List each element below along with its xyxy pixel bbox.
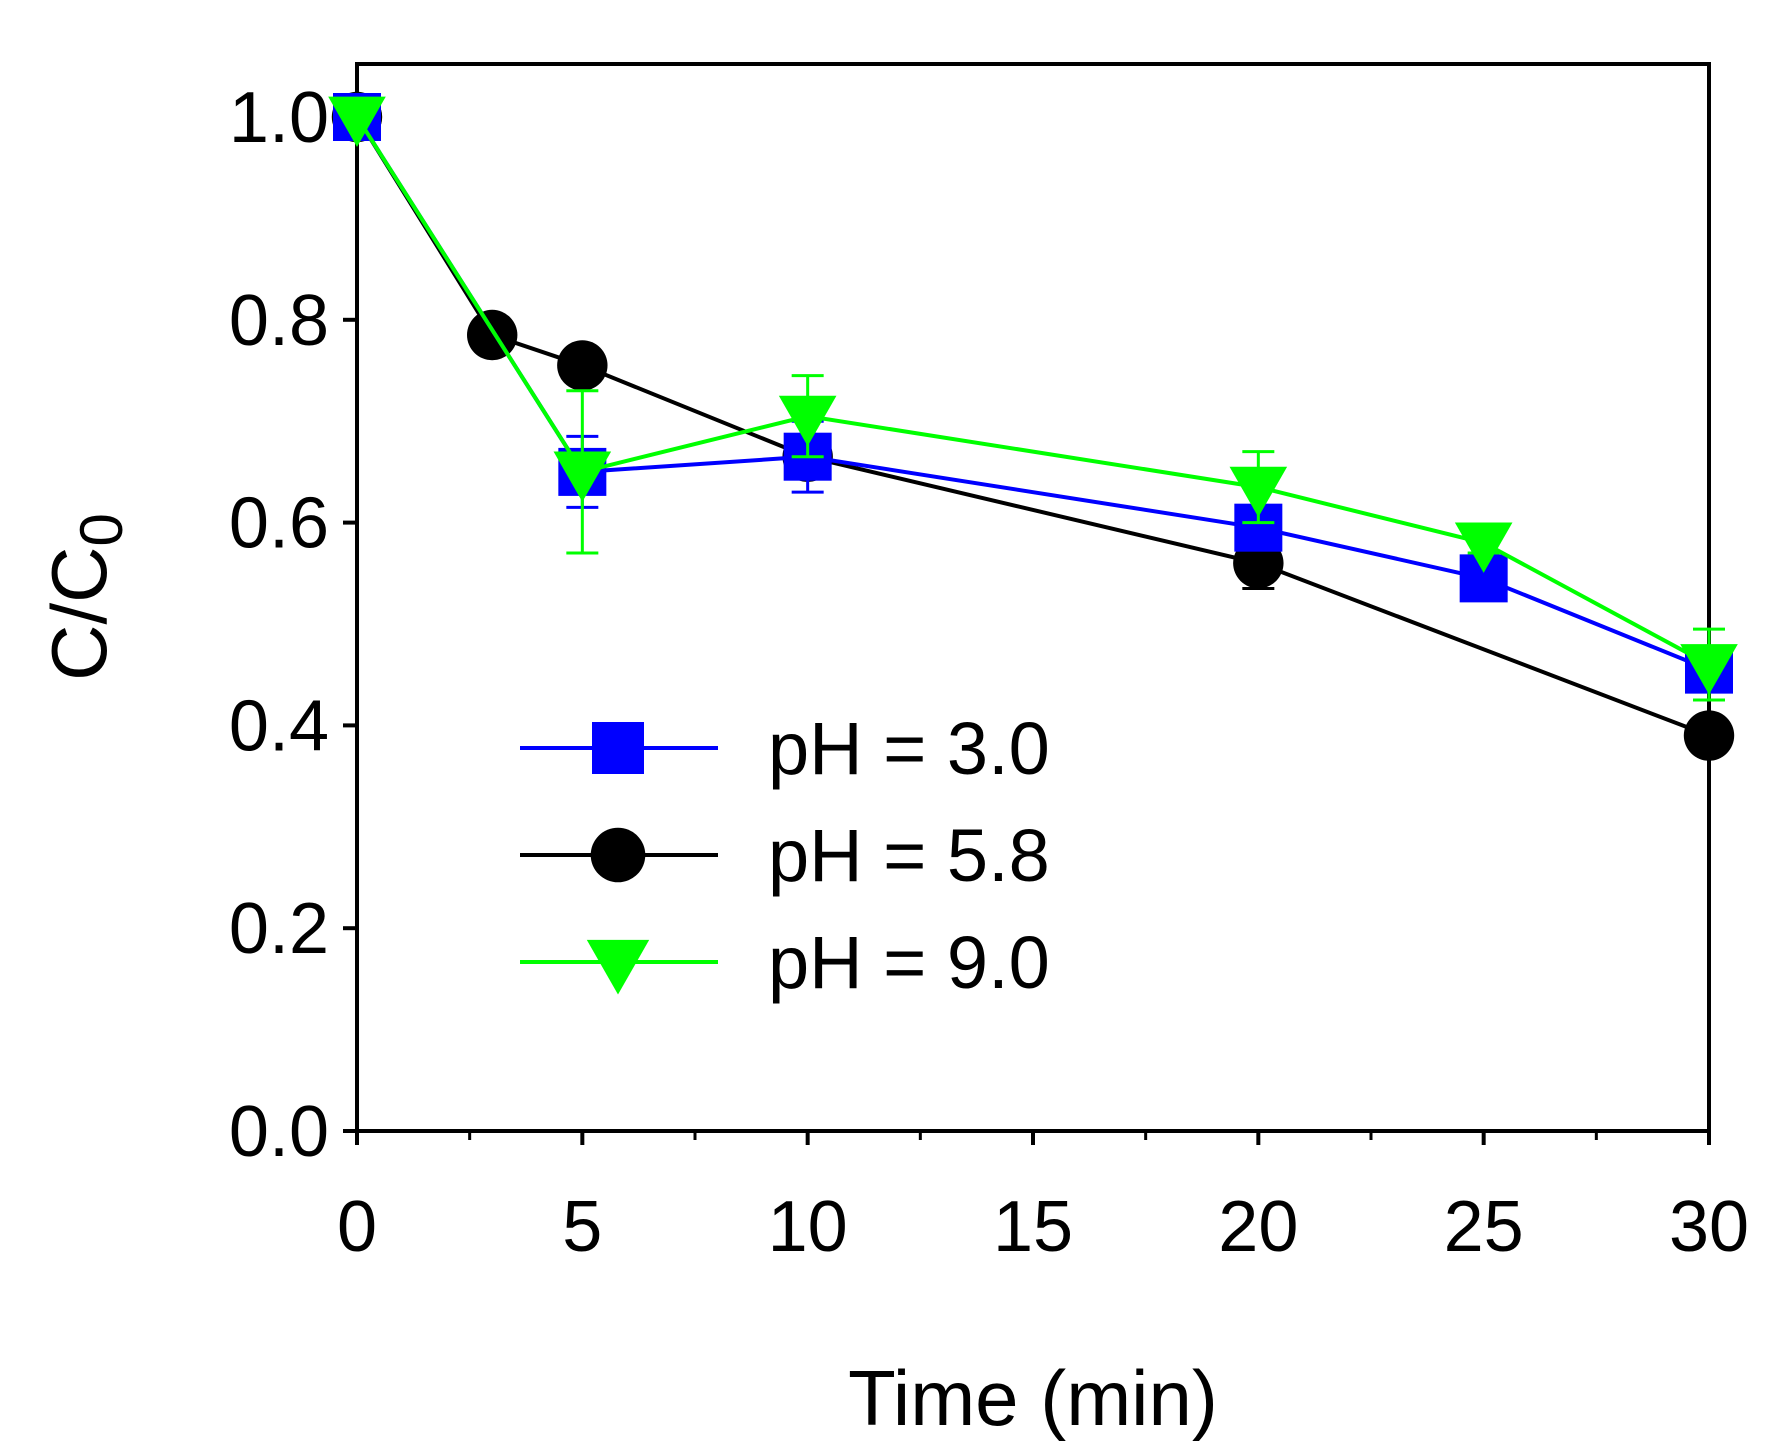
data-point — [1680, 644, 1738, 695]
series-square — [333, 93, 1733, 694]
y-tick-label: 1.0 — [229, 78, 329, 158]
series-line — [355, 115, 1710, 738]
data-point — [778, 395, 837, 447]
data-point — [328, 96, 386, 147]
y-axis: 0.0 0.2 0.4 0.6 0.8 1.0 — [229, 78, 357, 1172]
y-tick-label: 0.2 — [229, 889, 329, 969]
series-line — [355, 115, 1710, 667]
legend-marker — [586, 939, 650, 995]
x-tick-label: 20 — [1218, 1187, 1298, 1267]
y-tick-label: 0.0 — [229, 1092, 329, 1172]
series-circle — [331, 91, 1735, 761]
legend-item: pH = 3.0 — [520, 707, 1050, 790]
legend-marker — [590, 827, 646, 883]
data-point — [553, 451, 612, 502]
legend-label: pH = 9.0 — [768, 921, 1050, 1004]
x-tick-label: 5 — [562, 1187, 602, 1267]
x-tick-label: 0 — [337, 1187, 377, 1267]
data-point — [1454, 522, 1513, 573]
x-tick-label: 25 — [1444, 1187, 1524, 1267]
data-point — [467, 309, 518, 361]
legend-label: pH = 3.0 — [768, 707, 1050, 790]
data-point — [1683, 710, 1735, 761]
x-tick-label: 30 — [1669, 1187, 1749, 1267]
y-axis-title-subscript: 0 — [68, 513, 135, 546]
plot-area — [328, 91, 1738, 761]
y-axis-title: C/C0 — [35, 513, 135, 681]
x-axis-title: Time (min) — [848, 1354, 1218, 1441]
x-tick-label: 10 — [768, 1187, 848, 1267]
data-point — [1229, 466, 1288, 518]
x-tick-label: 15 — [993, 1187, 1073, 1267]
legend-label: pH = 5.8 — [768, 814, 1050, 897]
y-tick-label: 0.4 — [229, 686, 329, 766]
y-tick-label: 0.6 — [229, 484, 329, 564]
y-tick-label: 0.8 — [229, 281, 329, 361]
legend-marker — [592, 722, 644, 774]
data-point — [557, 340, 608, 391]
legend-item: pH = 9.0 — [520, 921, 1050, 1004]
x-axis: 0 5 10 15 20 25 30 — [337, 1131, 1749, 1267]
series-triangle-down — [328, 96, 1738, 702]
legend-item: pH = 5.8 — [520, 814, 1050, 897]
legend: pH = 3.0 pH = 5.8 pH = 9.0 — [520, 707, 1050, 1004]
y-axis-title-main: C/C — [35, 547, 123, 681]
